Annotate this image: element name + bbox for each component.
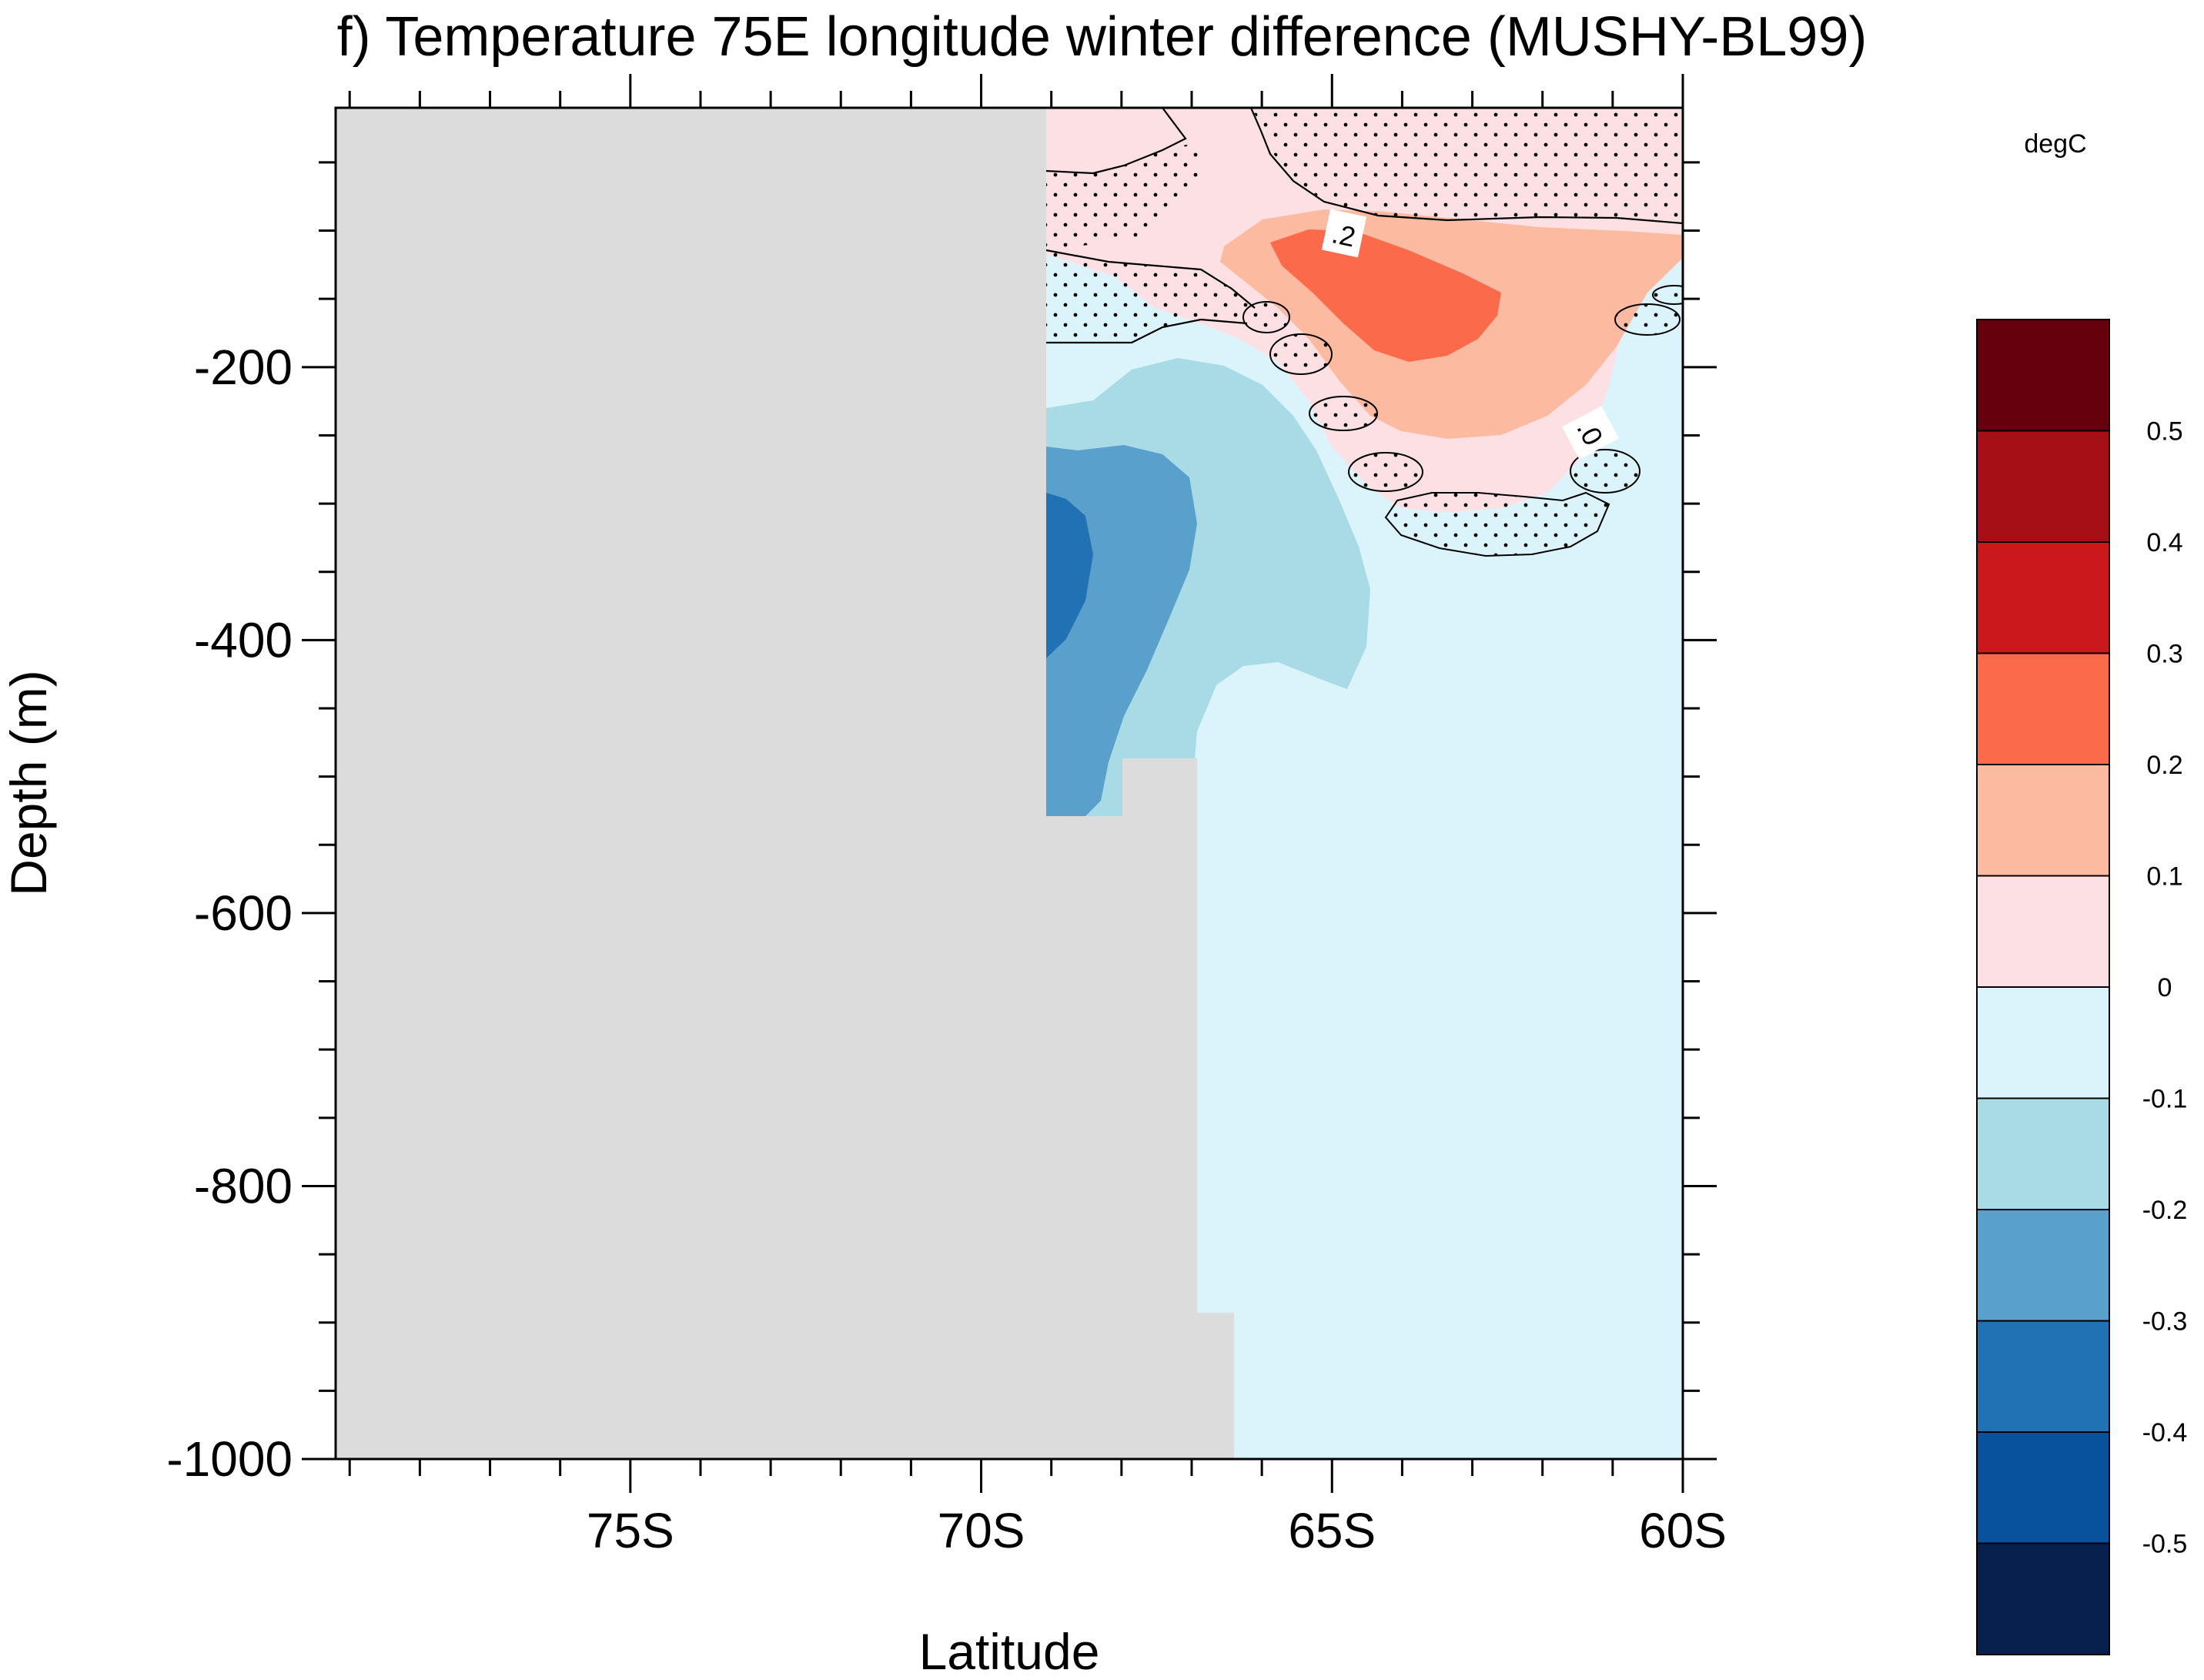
contour-label-0.0: .0 [1562,406,1619,460]
contour-line-left-upper [1045,108,1187,175]
contour-line-top [1249,108,1683,225]
colorbar-level-label: -0.4 [2142,1418,2188,1447]
colorbar-swatch [1976,1542,2110,1655]
contour-line-left-mid [1045,249,1256,309]
colorbar-swatch [1976,541,2110,654]
stipple-blob-2 [1269,333,1333,375]
colorbar-swatch [1976,1431,2110,1544]
stipple-blob-1 [1242,301,1290,333]
colorbar-swatch [1976,764,2110,877]
stipple-blob-4 [1348,452,1423,492]
y-axis-title: Depth (m) [0,670,57,895]
x-tick-label: 60S [1639,1503,1727,1558]
colorbar-swatch [1976,986,2110,1099]
stipple-blob-6 [1614,303,1681,336]
colorbar-level-label: 0.1 [2146,862,2182,892]
colorbar-level-label: -0.5 [2142,1530,2188,1559]
colorbar-level-label: -0.3 [2142,1307,2188,1337]
colorbar-swatch [1976,430,2110,543]
colorbar: 0.5 0.4 0.3 0.2 0.1 0 -0.1 -0.2 -0.3 -0.4 -0.5 [1976,319,2188,1655]
stipple-arc [1384,491,1610,557]
y-tick-label: -600 [194,885,293,941]
colorbar-swatch [1976,1097,2110,1210]
land-mask [336,108,1234,1459]
x-tick-label: 75S [587,1503,674,1558]
x-axis: 75S 70S 65S 60S [348,74,1727,1558]
y-tick-label: -800 [194,1158,293,1213]
x-axis-title: Latitude [919,1623,1100,1680]
colorbar-units-label: degC [2024,129,2087,159]
colorbar-swatch [1976,875,2110,988]
stipple-blob-3 [1309,396,1378,431]
colorbar-swatch [1976,319,2110,432]
region-pos-0.2-0.3 [1270,229,1501,362]
stipple-blob-7 [1652,285,1683,305]
x-tick-label: 70S [938,1503,1025,1558]
colorbar-level-label: 0.4 [2146,528,2182,557]
contour-label-0.2: .2 [1321,209,1367,258]
colorbar-swatch [1976,1320,2110,1433]
colorbar-swatch [1976,1209,2110,1322]
x-tick-label: 65S [1288,1503,1376,1558]
y-tick-label: -400 [194,612,293,668]
region-neg-0.3-0.4 [1046,493,1093,658]
colorbar-level-label: -0.2 [2142,1196,2188,1225]
stipple-top-band [1162,108,1683,223]
plot-frame [334,106,1684,1461]
stipple-blob-5 [1570,449,1640,494]
colorbar-level-label: -0.1 [2142,1085,2188,1114]
y-axis: -200 -400 -600 -800 -1000 [166,161,1717,1487]
contour-line-left-lower [1046,318,1248,344]
colorbar-level-label: 0 [2158,973,2172,1002]
colorbar-swatch [1976,652,2110,765]
colorbar-level-label: 0.5 [2146,417,2182,447]
stipple-left-band [1046,142,1199,250]
colorbar-level-label: 0.3 [2146,640,2182,669]
colorbar-level-label: 0.2 [2146,751,2182,780]
y-tick-label: -200 [194,340,293,395]
chart-title: f) Temperature 75E longitude winter diff… [336,6,1868,68]
y-tick-label: -1000 [166,1431,293,1487]
